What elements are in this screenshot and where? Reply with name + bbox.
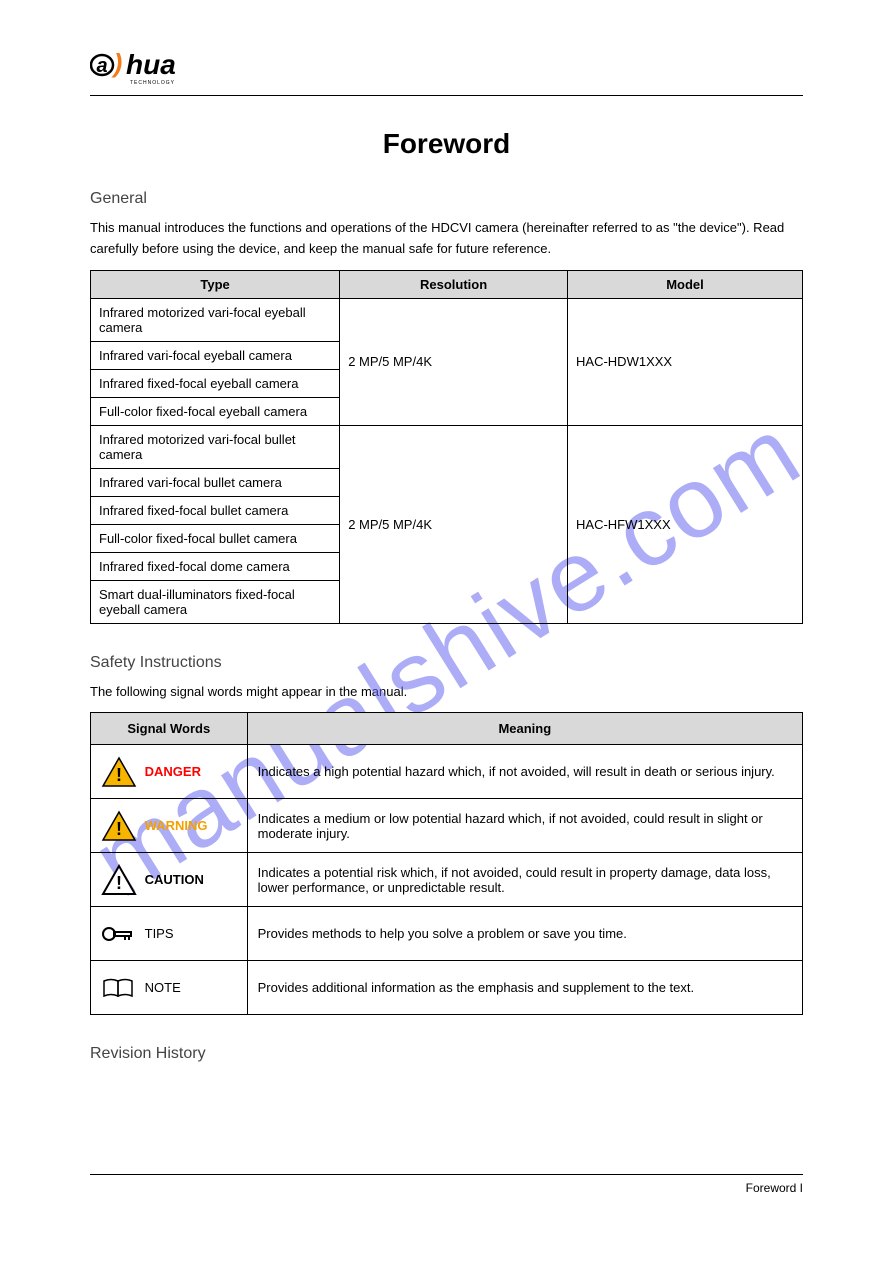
svg-text:!: ! (116, 765, 122, 785)
alhua-logo-icon: a ) hua TECHNOLOGY (90, 44, 220, 86)
table-row: ! DANGER Indicates a high potential haza… (91, 745, 803, 799)
type-cell: Full-color fixed-focal eyeball camera (91, 397, 340, 425)
table-header-row: Signal Words Meaning (91, 713, 803, 745)
svg-text:TECHNOLOGY: TECHNOLOGY (130, 80, 175, 86)
section-safety-para: The following signal words might appear … (90, 682, 803, 703)
signal-cell: ! WARNING (91, 799, 248, 853)
type-cell: Infrared vari-focal eyeball camera (91, 341, 340, 369)
brand-logo: a ) hua TECHNOLOGY (90, 44, 220, 91)
signal-words-table: Signal Words Meaning ! DANGER Indicates … (90, 712, 803, 1015)
meaning-cell: Provides additional information as the e… (247, 961, 802, 1015)
type-cell: Smart dual-illuminators fixed-focal eyeb… (91, 580, 340, 623)
svg-text:!: ! (116, 819, 122, 839)
signal-cell: ! CAUTION (91, 853, 248, 907)
table-row: Infrared motorized vari-focal bullet cam… (91, 425, 803, 468)
type-cell: Infrared fixed-focal bullet camera (91, 496, 340, 524)
section-safety-heading: Safety Instructions (90, 654, 803, 672)
signal-cell: TIPS (91, 907, 248, 961)
resolution-cell: 2 MP/5 MP/4K (340, 298, 568, 425)
section-revision-heading: Revision History (90, 1045, 803, 1063)
th-type: Type (91, 270, 340, 298)
th-signal: Signal Words (91, 713, 248, 745)
book-icon (101, 976, 137, 1000)
type-cell: Infrared vari-focal bullet camera (91, 468, 340, 496)
th-model: Model (568, 270, 803, 298)
table-header-row: Type Resolution Model (91, 270, 803, 298)
models-table: Type Resolution Model Infrared motorized… (90, 270, 803, 624)
th-resolution: Resolution (340, 270, 568, 298)
table-row: Infrared motorized vari-focal eyeball ca… (91, 298, 803, 341)
tips-label: TIPS (145, 926, 174, 941)
note-label: NOTE (145, 980, 181, 995)
warning-triangle-filled-icon: ! (101, 810, 137, 842)
svg-text:hua: hua (126, 49, 176, 80)
table-row: ! CAUTION Indicates a potential risk whi… (91, 853, 803, 907)
warning-label: WARNING (145, 818, 208, 833)
table-row: ! WARNING Indicates a medium or low pote… (91, 799, 803, 853)
meaning-cell: Indicates a high potential hazard which,… (247, 745, 802, 799)
signal-cell: ! DANGER (91, 745, 248, 799)
danger-label: DANGER (145, 764, 201, 779)
type-cell: Full-color fixed-focal bullet camera (91, 524, 340, 552)
svg-text:a: a (96, 55, 107, 77)
meaning-cell: Indicates a medium or low potential haza… (247, 799, 802, 853)
model-cell: HAC-HDW1XXX (568, 298, 803, 425)
meaning-cell: Provides methods to help you solve a pro… (247, 907, 802, 961)
page: manualshive.com a ) hua TECHNOLOGY Forew… (0, 0, 893, 1263)
table-row: NOTE Provides additional information as … (91, 961, 803, 1015)
type-cell: Infrared motorized vari-focal bullet cam… (91, 425, 340, 468)
meaning-cell: Indicates a potential risk which, if not… (247, 853, 802, 907)
footer: Foreword I (90, 1174, 803, 1195)
svg-text:!: ! (116, 873, 122, 893)
type-cell: Infrared fixed-focal eyeball camera (91, 369, 340, 397)
page-title: Foreword (90, 128, 803, 160)
warning-triangle-outline-icon: ! (101, 864, 137, 896)
signal-cell: NOTE (91, 961, 248, 1015)
section-general-para: This manual introduces the functions and… (90, 218, 803, 260)
th-meaning: Meaning (247, 713, 802, 745)
model-cell: HAC-HFW1XXX (568, 425, 803, 623)
warning-triangle-filled-icon: ! (101, 756, 137, 788)
type-cell: Infrared fixed-focal dome camera (91, 552, 340, 580)
table-row: TIPS Provides methods to help you solve … (91, 907, 803, 961)
resolution-cell: 2 MP/5 MP/4K (340, 425, 568, 623)
caution-label: CAUTION (145, 872, 204, 887)
key-icon (101, 922, 137, 946)
header: a ) hua TECHNOLOGY (90, 0, 803, 96)
footer-text: Foreword I (90, 1181, 803, 1195)
type-cell: Infrared motorized vari-focal eyeball ca… (91, 298, 340, 341)
section-general-heading: General (90, 190, 803, 208)
